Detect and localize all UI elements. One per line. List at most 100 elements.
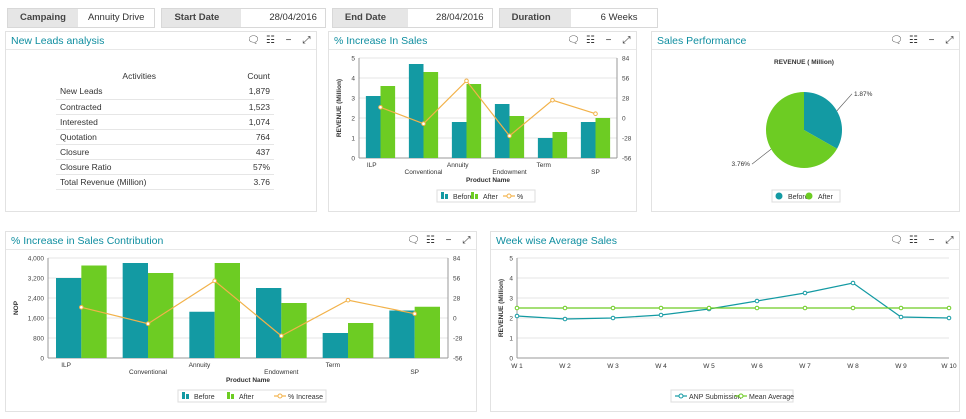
bar-before <box>122 263 148 358</box>
x-tick-label: W 8 <box>847 363 859 370</box>
series-point-0 <box>514 313 520 319</box>
legend-before-swatch <box>186 394 189 399</box>
expand-icon[interactable]: ⤢ <box>622 35 631 46</box>
end-date-value[interactable]: 28/04/2016 <box>408 9 492 27</box>
bar-after <box>552 132 568 158</box>
bar-before <box>322 333 348 358</box>
series-point-1 <box>514 305 520 311</box>
count-cell: 764 <box>222 129 274 145</box>
x-tick-label: W 1 <box>511 363 523 370</box>
y2-tick-label: -28 <box>622 136 632 143</box>
increase-panel-tools: 🗨︎ ☷ − ⤢ <box>567 34 632 47</box>
legend-percent-label: % <box>517 194 523 201</box>
bar-before <box>365 96 381 158</box>
expand-icon[interactable]: ⤢ <box>945 35 954 46</box>
weekly-chart: 0 1 2 3 4 5 W 1 W 2 W 3 W 4 W 5 W 6 W 7 W 8 W 9 W 10 REV… <box>498 256 957 403</box>
x-tick-label: W 4 <box>655 363 667 370</box>
activity-cell: Closure Ratio <box>56 159 223 175</box>
bar-after <box>509 116 525 158</box>
minimize-icon[interactable]: − <box>445 235 452 246</box>
expand-icon[interactable]: ⤢ <box>945 235 954 246</box>
y-tick-label: 3,200 <box>28 276 45 283</box>
y2-tick-label: 84 <box>453 256 461 263</box>
x-tick-label: SP <box>591 169 600 176</box>
minimize-icon[interactable]: − <box>605 35 612 46</box>
start-date-value[interactable]: 28/04/2016 <box>241 9 325 27</box>
y-tick-label: 4 <box>509 276 513 283</box>
y2-tick-label: 56 <box>453 276 461 283</box>
legend-mean-swatch <box>738 393 744 399</box>
campaign-value[interactable]: Annuity Drive <box>77 9 155 27</box>
series-point-0 <box>562 316 568 322</box>
leads-table: Activities Count New Leads 1,879 Contract… <box>56 70 274 190</box>
bar-after <box>81 265 107 358</box>
bar-before <box>580 122 596 158</box>
activity-cell: Closure <box>56 144 223 160</box>
x-tick-label: W 9 <box>895 363 907 370</box>
weekly-panel-tools: 🗨︎ ☷ − ⤢ <box>890 234 955 247</box>
duration-label: Duration <box>499 9 571 27</box>
y-tick-label: 800 <box>33 336 44 343</box>
end-date-filter[interactable]: End Date 28/04/2016 <box>331 8 493 28</box>
pie-leader <box>836 93 853 112</box>
legend-after-swatch <box>805 192 813 200</box>
activity-cell: Contracted <box>56 99 223 115</box>
legend-before-swatch <box>775 192 783 200</box>
increase-panel-header: % Increase In Sales 🗨︎ ☷ − ⤢ <box>329 32 636 50</box>
comment-icon[interactable]: 🗨︎ <box>247 35 260 46</box>
series-line-0 <box>516 282 950 320</box>
bar-before <box>537 138 553 158</box>
comment-icon[interactable]: 🗨︎ <box>890 35 903 46</box>
duration-filter[interactable]: Duration 6 Weeks <box>498 8 659 28</box>
x-tick-label: W 7 <box>799 363 811 370</box>
comment-icon[interactable]: 🗨︎ <box>890 235 903 246</box>
grid-icon[interactable]: ☷ <box>909 35 918 46</box>
campaign-filter[interactable]: Campaing Annuity Drive <box>7 8 156 28</box>
start-date-filter[interactable]: Start Date 28/04/2016 <box>161 8 326 28</box>
table-row: New Leads 1,879 <box>56 84 274 100</box>
legend-before-label: Before <box>453 194 474 201</box>
percent-point <box>421 121 426 127</box>
legend-percent-label: % Increase <box>288 394 323 401</box>
expand-icon[interactable]: ⤢ <box>462 235 471 246</box>
duration-value[interactable]: 6 Weeks <box>570 9 658 27</box>
x-axis-label: Product Name <box>466 177 510 184</box>
count-cell: 3.76 <box>222 174 274 190</box>
weekly-panel-title: Week wise Average Sales <box>496 235 618 247</box>
percent-point <box>378 104 383 110</box>
performance-panel-tools: 🗨︎ ☷ − ⤢ <box>890 34 955 47</box>
x-tick-label: ILP <box>367 162 377 169</box>
legend-anp-label: ANP Submission <box>689 394 742 401</box>
y-axis-label: REVENUE (Million) <box>336 79 343 137</box>
y-axis-label: REVENUE (Million) <box>498 279 505 337</box>
grid-icon[interactable]: ☷ <box>909 235 918 246</box>
bar-after <box>466 84 482 158</box>
minimize-icon[interactable]: − <box>928 35 935 46</box>
bar-before <box>408 64 424 158</box>
grid-icon[interactable]: ☷ <box>426 235 435 246</box>
series-point-0 <box>754 298 760 304</box>
y-tick-label: 3 <box>509 296 513 303</box>
legend-percent-swatch <box>506 193 512 199</box>
comment-icon[interactable]: 🗨︎ <box>567 35 580 46</box>
performance-panel-title: Sales Performance <box>657 35 747 47</box>
legend-box <box>436 189 536 203</box>
legend-after-swatch <box>475 194 478 199</box>
minimize-icon[interactable]: − <box>285 35 292 46</box>
expand-icon[interactable]: ⤢ <box>302 35 311 46</box>
grid-icon[interactable]: ☷ <box>266 35 275 46</box>
start-date-label: Start Date <box>162 9 242 27</box>
minimize-icon[interactable]: − <box>928 235 935 246</box>
performance-panel: Sales Performance 🗨︎ ☷ − ⤢ REVENUE ( Mil… <box>651 31 960 212</box>
x-tick-label: W 10 <box>941 363 957 370</box>
y2-tick-label: 28 <box>622 96 630 103</box>
bar-after <box>414 306 440 358</box>
series-point-0 <box>946 315 952 321</box>
pie-slice-after <box>766 92 838 168</box>
comment-icon[interactable]: 🗨︎ <box>407 235 420 246</box>
grid-icon[interactable]: ☷ <box>586 35 595 46</box>
series-point-1 <box>610 305 616 311</box>
legend-box <box>177 389 327 403</box>
x-tick-label: Annuity <box>447 162 469 169</box>
y-tick-label: 4 <box>351 76 355 83</box>
